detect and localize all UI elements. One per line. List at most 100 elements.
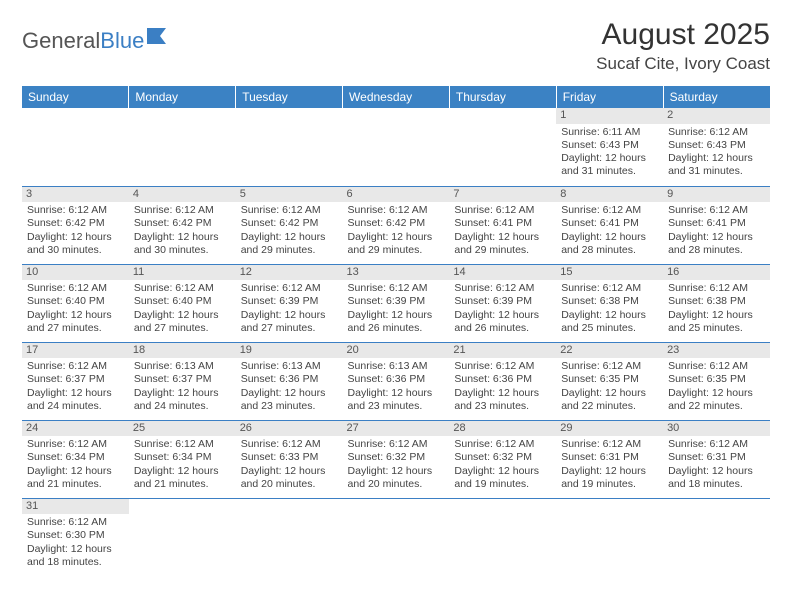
cell-line-day1: Daylight: 12 hours [561,309,658,322]
day-number-empty [129,108,236,124]
calendar-day-cell: 6Sunrise: 6:12 AMSunset: 6:42 PMDaylight… [343,186,450,264]
cell-line-day2: and 26 minutes. [454,322,551,335]
day-number: 23 [663,343,770,359]
day-number-empty [22,108,129,124]
calendar-day-cell: 30Sunrise: 6:12 AMSunset: 6:31 PMDayligh… [663,420,770,498]
cell-line-day1: Daylight: 12 hours [241,309,338,322]
cell-line-sunrise: Sunrise: 6:12 AM [668,282,765,295]
day-number: 11 [129,265,236,281]
cell-line-day1: Daylight: 12 hours [27,387,124,400]
cell-line-sunset: Sunset: 6:40 PM [27,295,124,308]
calendar-day-cell: 31Sunrise: 6:12 AMSunset: 6:30 PMDayligh… [22,498,129,576]
cell-line-day1: Daylight: 12 hours [134,231,231,244]
logo-text-blue: Blue [100,28,144,53]
calendar-day-cell [556,498,663,576]
cell-line-sunrise: Sunrise: 6:12 AM [241,438,338,451]
day-number: 25 [129,421,236,437]
cell-line-sunset: Sunset: 6:43 PM [561,139,658,152]
cell-line-day2: and 24 minutes. [27,400,124,413]
cell-line-sunset: Sunset: 6:32 PM [454,451,551,464]
calendar-day-cell [449,498,556,576]
day-number: 6 [343,187,450,203]
cell-line-sunset: Sunset: 6:37 PM [134,373,231,386]
cell-line-day2: and 24 minutes. [134,400,231,413]
cell-line-day1: Daylight: 12 hours [241,231,338,244]
day-number: 21 [449,343,556,359]
calendar-day-cell: 25Sunrise: 6:12 AMSunset: 6:34 PMDayligh… [129,420,236,498]
cell-line-sunset: Sunset: 6:42 PM [348,217,445,230]
calendar-week-row: 17Sunrise: 6:12 AMSunset: 6:37 PMDayligh… [22,342,770,420]
cell-line-sunrise: Sunrise: 6:13 AM [348,360,445,373]
cell-line-day1: Daylight: 12 hours [348,387,445,400]
calendar-day-cell: 17Sunrise: 6:12 AMSunset: 6:37 PMDayligh… [22,342,129,420]
cell-line-sunset: Sunset: 6:39 PM [454,295,551,308]
calendar-day-cell [663,498,770,576]
cell-line-day1: Daylight: 12 hours [348,309,445,322]
calendar-day-cell: 22Sunrise: 6:12 AMSunset: 6:35 PMDayligh… [556,342,663,420]
cell-line-sunrise: Sunrise: 6:12 AM [561,282,658,295]
cell-line-day2: and 22 minutes. [668,400,765,413]
day-number: 19 [236,343,343,359]
day-number: 5 [236,187,343,203]
cell-line-sunset: Sunset: 6:37 PM [27,373,124,386]
cell-line-day1: Daylight: 12 hours [241,465,338,478]
cell-line-day2: and 25 minutes. [668,322,765,335]
day-number: 30 [663,421,770,437]
cell-line-sunrise: Sunrise: 6:12 AM [241,204,338,217]
flag-icon [146,26,170,46]
cell-line-day2: and 22 minutes. [561,400,658,413]
cell-line-sunrise: Sunrise: 6:12 AM [241,282,338,295]
cell-line-day1: Daylight: 12 hours [27,465,124,478]
cell-line-day1: Daylight: 12 hours [454,309,551,322]
cell-line-sunrise: Sunrise: 6:12 AM [454,204,551,217]
calendar-day-cell [236,108,343,186]
header: GeneralBlue August 2025 Sucaf Cite, Ivor… [22,18,770,74]
calendar-day-cell: 26Sunrise: 6:12 AMSunset: 6:33 PMDayligh… [236,420,343,498]
cell-line-day2: and 27 minutes. [134,322,231,335]
calendar-day-cell: 7Sunrise: 6:12 AMSunset: 6:41 PMDaylight… [449,186,556,264]
cell-line-sunrise: Sunrise: 6:12 AM [668,126,765,139]
day-number: 3 [22,187,129,203]
calendar-day-cell: 19Sunrise: 6:13 AMSunset: 6:36 PMDayligh… [236,342,343,420]
calendar-day-cell: 18Sunrise: 6:13 AMSunset: 6:37 PMDayligh… [129,342,236,420]
cell-line-sunset: Sunset: 6:30 PM [27,529,124,542]
cell-line-day2: and 30 minutes. [134,244,231,257]
calendar-day-cell: 9Sunrise: 6:12 AMSunset: 6:41 PMDaylight… [663,186,770,264]
day-number: 1 [556,108,663,124]
cell-line-day2: and 31 minutes. [561,165,658,178]
cell-line-sunset: Sunset: 6:33 PM [241,451,338,464]
calendar-week-row: 1Sunrise: 6:11 AMSunset: 6:43 PMDaylight… [22,108,770,186]
calendar-day-cell: 8Sunrise: 6:12 AMSunset: 6:41 PMDaylight… [556,186,663,264]
cell-line-sunrise: Sunrise: 6:12 AM [668,438,765,451]
cell-line-sunset: Sunset: 6:36 PM [454,373,551,386]
day-number: 13 [343,265,450,281]
cell-line-sunrise: Sunrise: 6:13 AM [134,360,231,373]
cell-line-day2: and 29 minutes. [348,244,445,257]
cell-line-day2: and 23 minutes. [241,400,338,413]
cell-line-day1: Daylight: 12 hours [668,465,765,478]
weekday-header: Saturday [663,86,770,108]
calendar-day-cell: 27Sunrise: 6:12 AMSunset: 6:32 PMDayligh… [343,420,450,498]
cell-line-day2: and 27 minutes. [27,322,124,335]
cell-line-sunset: Sunset: 6:35 PM [561,373,658,386]
cell-line-day2: and 23 minutes. [454,400,551,413]
calendar-day-cell [343,498,450,576]
calendar-day-cell: 2Sunrise: 6:12 AMSunset: 6:43 PMDaylight… [663,108,770,186]
cell-line-day2: and 27 minutes. [241,322,338,335]
calendar-week-row: 31Sunrise: 6:12 AMSunset: 6:30 PMDayligh… [22,498,770,576]
calendar-body: 1Sunrise: 6:11 AMSunset: 6:43 PMDaylight… [22,108,770,576]
logo-text: GeneralBlue [22,28,144,54]
calendar-day-cell: 3Sunrise: 6:12 AMSunset: 6:42 PMDaylight… [22,186,129,264]
cell-line-day2: and 21 minutes. [27,478,124,491]
cell-line-day1: Daylight: 12 hours [454,465,551,478]
cell-line-day2: and 30 minutes. [27,244,124,257]
cell-line-sunrise: Sunrise: 6:12 AM [561,204,658,217]
calendar-header-row: SundayMondayTuesdayWednesdayThursdayFrid… [22,86,770,108]
month-title: August 2025 [596,18,770,52]
cell-line-day2: and 20 minutes. [241,478,338,491]
weekday-header: Wednesday [343,86,450,108]
cell-line-sunrise: Sunrise: 6:12 AM [561,438,658,451]
weekday-header: Tuesday [236,86,343,108]
cell-line-day1: Daylight: 12 hours [454,231,551,244]
calendar-week-row: 24Sunrise: 6:12 AMSunset: 6:34 PMDayligh… [22,420,770,498]
